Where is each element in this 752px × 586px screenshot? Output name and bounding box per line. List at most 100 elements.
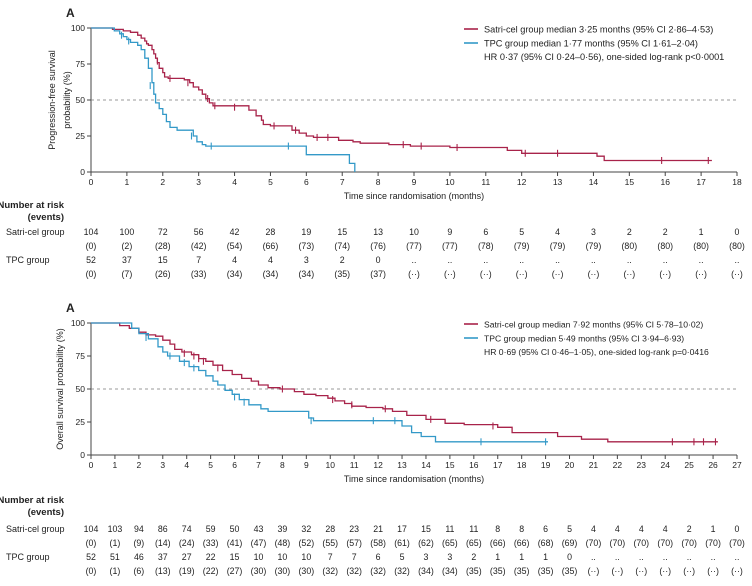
tpc-at-risk-value: 10 (301, 552, 311, 562)
satri-cel-at-risk-value: 0 (735, 524, 740, 534)
y-tick-label: 0 (80, 450, 85, 460)
y-tick-label: 0 (80, 167, 85, 177)
y-tick-label: 100 (71, 318, 85, 328)
satri-cel-at-risk-value: 1 (711, 524, 716, 534)
satri-cel-legend-label: Satri-cel group median 3·25 months (95% … (484, 25, 713, 35)
tpc-events-value: (35) (334, 269, 350, 279)
tpc-events-value: (34) (263, 269, 279, 279)
satri-cel-at-risk-value: 19 (301, 227, 311, 237)
risk-row-label-satri-cel: Satri-cel group (6, 524, 65, 534)
tpc-at-risk-value: 22 (206, 552, 216, 562)
satri-cel-events-value: (0) (86, 241, 97, 251)
tpc-events-value: (26) (155, 269, 171, 279)
tpc-events-value: (37) (370, 269, 386, 279)
tpc-at-risk-value: 7 (328, 552, 333, 562)
x-tick-label: 18 (517, 460, 527, 470)
satri-cel-events-value: (79) (586, 241, 602, 251)
x-tick-label: 1 (113, 460, 118, 470)
tpc-at-risk-value: 3 (447, 552, 452, 562)
satri-cel-at-risk-value: 0 (735, 227, 740, 237)
y-tick-label: 25 (76, 131, 86, 141)
satri-cel-survival-curve (91, 27, 712, 162)
x-tick-label: 7 (340, 177, 345, 187)
satri-cel-at-risk-value: 6 (483, 227, 488, 237)
satri-cel-events-value: (58) (370, 538, 386, 548)
tpc-events-value: (··) (731, 566, 743, 576)
satri-cel-events-value: (66) (514, 538, 530, 548)
x-tick-label: 12 (373, 460, 383, 470)
x-tick-label: 2 (136, 460, 141, 470)
tpc-events-value: (13) (155, 566, 171, 576)
satri-cel-events-value: (57) (346, 538, 362, 548)
satri-cel-at-risk-value: 32 (301, 524, 311, 534)
x-tick-label: 14 (589, 177, 599, 187)
satri-cel-events-value: (61) (394, 538, 410, 548)
hazard-ratio-annotation: HR 0·69 (95% CI 0·46–1·05), one-sided lo… (484, 347, 709, 357)
risk-table-subtitle: (events) (28, 507, 64, 518)
satri-cel-at-risk-value: 5 (567, 524, 572, 534)
satri-cel-at-risk-value: 4 (663, 524, 668, 534)
tpc-events-value: (27) (227, 566, 243, 576)
satri-cel-events-value: (65) (442, 538, 458, 548)
tpc-events-value: (32) (394, 566, 410, 576)
satri-cel-at-risk-value: 59 (206, 524, 216, 534)
y-axis-title: Overall survival probability (%) (55, 328, 65, 450)
satri-cel-events-value: (66) (263, 241, 279, 251)
tpc-at-risk-value: 0 (376, 255, 381, 265)
tpc-at-risk-value: 52 (86, 552, 96, 562)
x-tick-label: 24 (660, 460, 670, 470)
x-tick-label: 4 (232, 177, 237, 187)
tpc-at-risk-value: 15 (158, 255, 168, 265)
tpc-events-value: (··) (408, 269, 420, 279)
x-tick-label: 20 (565, 460, 575, 470)
satri-cel-events-value: (41) (227, 538, 243, 548)
tpc-at-risk-value: 7 (352, 552, 357, 562)
tpc-events-value: (··) (612, 566, 624, 576)
x-tick-label: 11 (350, 460, 359, 470)
tpc-at-risk-value: 10 (278, 552, 288, 562)
satri-cel-events-value: (78) (478, 241, 494, 251)
satri-cel-at-risk-value: 11 (445, 524, 454, 534)
y-axis-title: Progression-free survival (47, 50, 57, 150)
tpc-events-value: (34) (442, 566, 458, 576)
x-tick-label: 18 (732, 177, 742, 187)
x-tick-label: 23 (637, 460, 647, 470)
tpc-events-value: (30) (299, 566, 315, 576)
x-tick-label: 10 (326, 460, 336, 470)
satri-cel-events-value: (0) (86, 538, 97, 548)
tpc-events-value: (34) (418, 566, 434, 576)
satri-cel-at-risk-value: 11 (469, 524, 478, 534)
tpc-events-value: (··) (588, 269, 600, 279)
satri-cel-events-value: (80) (693, 241, 709, 251)
y-tick-label: 75 (76, 59, 86, 69)
tpc-at-risk-value: .. (591, 552, 596, 562)
satri-cel-events-value: (65) (466, 538, 482, 548)
tpc-legend-label: TPC group median 5·49 months (95% CI 3·9… (484, 334, 684, 344)
satri-cel-at-risk-value: 10 (409, 227, 419, 237)
x-tick-label: 8 (280, 460, 285, 470)
tpc-events-value: (35) (514, 566, 530, 576)
y-tick-label: 50 (76, 95, 86, 105)
satri-cel-events-value: (70) (586, 538, 602, 548)
satri-cel-at-risk-value: 104 (84, 227, 99, 237)
y-tick-label: 25 (76, 417, 86, 427)
satri-cel-events-value: (70) (610, 538, 626, 548)
tpc-at-risk-value: 37 (158, 552, 168, 562)
satri-cel-events-value: (47) (251, 538, 267, 548)
satri-cel-events-value: (68) (538, 538, 554, 548)
satri-cel-events-value: (62) (418, 538, 434, 548)
satri-cel-events-value: (1) (110, 538, 121, 548)
tpc-events-value: (30) (251, 566, 267, 576)
x-tick-label: 9 (412, 177, 417, 187)
tpc-events-value: (0) (86, 269, 97, 279)
tpc-at-risk-value: 3 (424, 552, 429, 562)
tpc-at-risk-value: 37 (122, 255, 132, 265)
satri-cel-events-value: (80) (622, 241, 638, 251)
x-tick-label: 13 (553, 177, 563, 187)
x-tick-label: 1 (125, 177, 130, 187)
satri-cel-at-risk-value: 15 (337, 227, 347, 237)
tpc-at-risk-value: 1 (495, 552, 500, 562)
x-tick-label: 6 (304, 177, 309, 187)
satri-cel-at-risk-value: 56 (194, 227, 204, 237)
